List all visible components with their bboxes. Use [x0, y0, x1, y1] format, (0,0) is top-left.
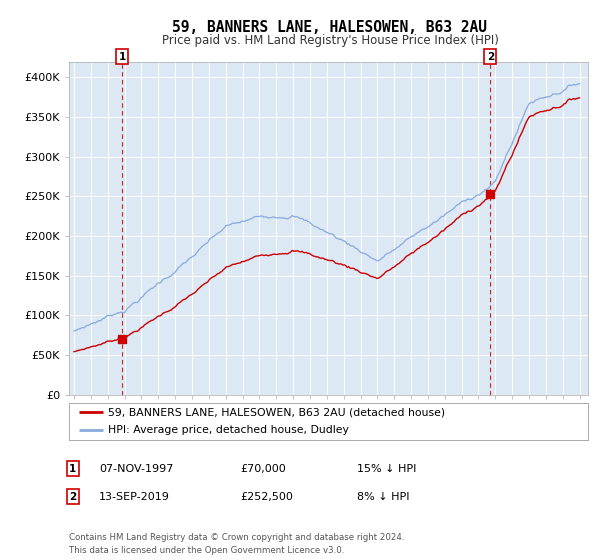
Text: 8% ↓ HPI: 8% ↓ HPI	[357, 492, 409, 502]
Text: 1: 1	[69, 464, 76, 474]
Text: 15% ↓ HPI: 15% ↓ HPI	[357, 464, 416, 474]
Text: Contains HM Land Registry data © Crown copyright and database right 2024.
This d: Contains HM Land Registry data © Crown c…	[69, 533, 404, 554]
Text: 2: 2	[487, 52, 494, 62]
Text: 13-SEP-2019: 13-SEP-2019	[99, 492, 170, 502]
Text: HPI: Average price, detached house, Dudley: HPI: Average price, detached house, Dudl…	[108, 425, 349, 435]
Text: £70,000: £70,000	[240, 464, 286, 474]
Text: £252,500: £252,500	[240, 492, 293, 502]
Text: 59, BANNERS LANE, HALESOWEN, B63 2AU (detached house): 59, BANNERS LANE, HALESOWEN, B63 2AU (de…	[108, 407, 445, 417]
Text: 07-NOV-1997: 07-NOV-1997	[99, 464, 173, 474]
Text: 1: 1	[118, 52, 126, 62]
Text: 2: 2	[69, 492, 76, 502]
Text: 59, BANNERS LANE, HALESOWEN, B63 2AU: 59, BANNERS LANE, HALESOWEN, B63 2AU	[173, 20, 487, 35]
Text: Price paid vs. HM Land Registry's House Price Index (HPI): Price paid vs. HM Land Registry's House …	[161, 34, 499, 46]
